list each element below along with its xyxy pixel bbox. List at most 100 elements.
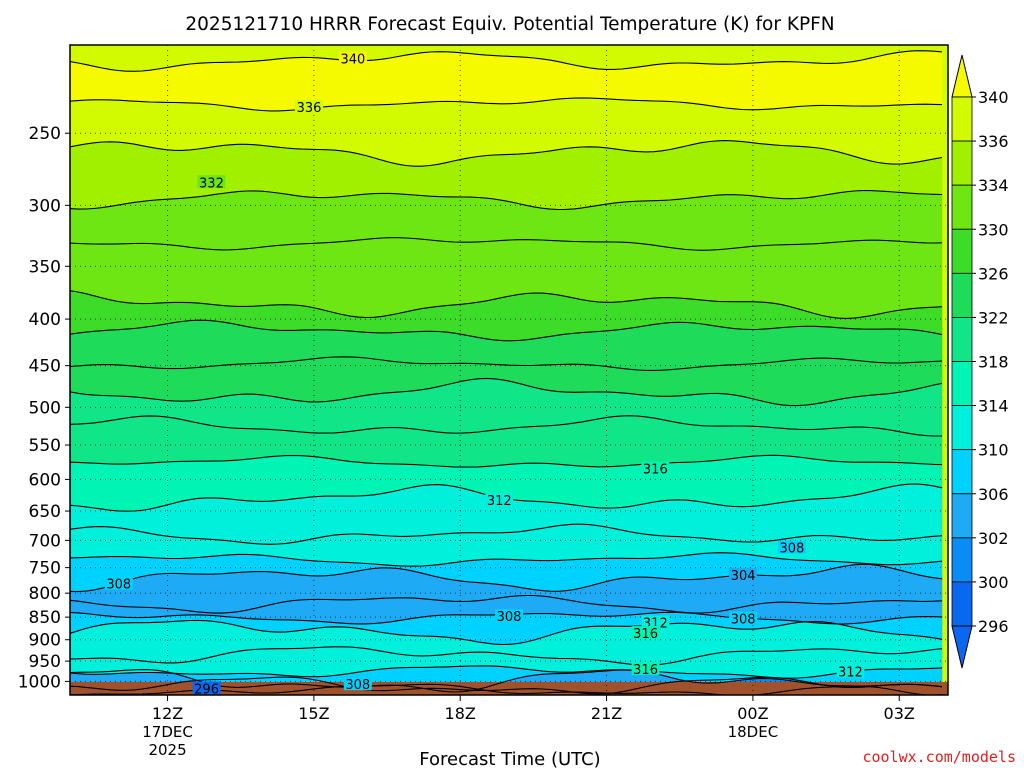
y-tick-label-450: 450 bbox=[29, 357, 61, 377]
contour-label-bg bbox=[729, 611, 758, 625]
colorbar-label-334: 334 bbox=[978, 176, 1009, 195]
contour-label-308: 308 bbox=[731, 613, 756, 628]
chart-title: 2025121710 HRRR Forecast Equiv. Potentia… bbox=[185, 14, 834, 35]
contour-line-318K bbox=[70, 415, 942, 437]
contour-line-310K bbox=[70, 523, 943, 545]
contour-label-bg bbox=[338, 51, 367, 65]
colorbar-label-314: 314 bbox=[978, 397, 1009, 416]
x-date-label-18DEC: 18DEC bbox=[728, 723, 779, 741]
contour-line-340K bbox=[70, 50, 943, 72]
colorbar-label-300: 300 bbox=[978, 573, 1009, 592]
contour-line-308K bbox=[70, 665, 943, 679]
contour-line-316K bbox=[70, 454, 943, 468]
x-tick-label-18Z: 18Z bbox=[445, 704, 476, 723]
contour-label-296: 296 bbox=[194, 682, 219, 697]
y-tick-label-1000: 1000 bbox=[18, 672, 61, 692]
y-tick-label-900: 900 bbox=[29, 631, 61, 651]
contour-label-bg bbox=[777, 540, 806, 554]
contour-line-332K bbox=[70, 190, 943, 211]
contour-line-334K bbox=[70, 140, 943, 167]
colorbar-label-302: 302 bbox=[978, 529, 1009, 548]
contour-line-326K bbox=[70, 290, 943, 319]
colorbar-segment bbox=[951, 317, 973, 362]
contour-line-324K bbox=[70, 319, 943, 342]
contour-line-312K bbox=[70, 646, 943, 666]
contour-label-308: 308 bbox=[345, 678, 370, 693]
contour-label-312: 312 bbox=[838, 665, 863, 680]
contour-label-304: 304 bbox=[731, 569, 756, 584]
colorbar-label-296: 296 bbox=[978, 617, 1009, 636]
x-tick-label-03Z: 03Z bbox=[884, 704, 915, 723]
contour-line-336K bbox=[70, 97, 943, 112]
contour-label-bg bbox=[104, 576, 133, 590]
site-credit: coolwx.com/models bbox=[862, 748, 1016, 766]
y-tick-label-300: 300 bbox=[29, 196, 61, 216]
contour-label-308: 308 bbox=[106, 578, 131, 593]
contour-label-308: 308 bbox=[779, 542, 804, 557]
colorbar-label-322: 322 bbox=[978, 308, 1009, 327]
contour-label-336: 336 bbox=[297, 101, 322, 116]
y-tick-label-250: 250 bbox=[29, 124, 61, 144]
contour-line-304K bbox=[70, 563, 943, 593]
contour-label-316: 316 bbox=[633, 663, 658, 678]
contour-label-bg bbox=[641, 461, 670, 475]
x-tick-label-21Z: 21Z bbox=[591, 704, 622, 723]
pressure-axis: 250 300 350 400 450 500 550 600 650 700 750 800 850 9… bbox=[18, 124, 70, 692]
contour-label-332: 332 bbox=[199, 176, 224, 191]
colorbar: 340 336 334 330 326 322 318 314 310 306 302 300 296 bbox=[951, 54, 1009, 669]
colorbar-segment bbox=[951, 449, 973, 495]
contour-label-bg bbox=[343, 677, 372, 691]
contour-label-bg bbox=[631, 626, 660, 640]
contour-label-316: 316 bbox=[643, 463, 668, 478]
x-tick-label-00Z: 00Z bbox=[737, 704, 768, 723]
x-axis-label: Forecast Time (UTC) bbox=[419, 749, 600, 768]
colorbar-segment bbox=[951, 405, 973, 451]
colorbar-segment bbox=[951, 361, 973, 406]
x-tick-label-15Z: 15Z bbox=[298, 704, 329, 723]
colorbar-label-310: 310 bbox=[978, 441, 1009, 460]
y-tick-label-400: 400 bbox=[29, 310, 61, 330]
y-tick-label-800: 800 bbox=[29, 584, 61, 604]
y-tick-label-650: 650 bbox=[29, 502, 61, 522]
colorbar-segment bbox=[951, 96, 973, 142]
colorbar-label-306: 306 bbox=[978, 485, 1009, 504]
contour-label-bg bbox=[485, 492, 514, 506]
contour-label-340: 340 bbox=[340, 53, 365, 68]
colorbar-segment bbox=[951, 581, 973, 627]
x-date-label-17DEC: 17DEC bbox=[142, 723, 193, 741]
y-tick-label-950: 950 bbox=[29, 652, 61, 672]
colorbar-label-340: 340 bbox=[978, 88, 1009, 107]
y-tick-label-550: 550 bbox=[29, 436, 61, 456]
colorbar-segment bbox=[951, 228, 973, 274]
y-tick-label-500: 500 bbox=[29, 398, 61, 418]
colorbar-segment bbox=[951, 493, 973, 539]
y-tick-label-850: 850 bbox=[29, 608, 61, 628]
colorbar-bottom-arrow bbox=[951, 625, 973, 669]
x-year-label: 2025 bbox=[148, 741, 186, 759]
x-tick-label-12Z: 12Z bbox=[152, 704, 183, 723]
contour-line-302K bbox=[70, 594, 943, 614]
y-tick-label-600: 600 bbox=[29, 470, 61, 490]
contour-line-320K bbox=[70, 377, 943, 407]
filled-contour-bands bbox=[70, 45, 948, 695]
contour-line-308K bbox=[70, 552, 943, 567]
contour-value-labels: 340 336 332 316 312 308 304 308 308 312 308 316 316 3… bbox=[104, 51, 865, 697]
contour-line-310K bbox=[70, 619, 943, 646]
y-tick-label-750: 750 bbox=[29, 559, 61, 579]
colorbar-segment bbox=[951, 184, 973, 230]
contour-label-308: 308 bbox=[497, 610, 522, 625]
dotted-gridlines bbox=[70, 45, 948, 695]
contour-label-316: 316 bbox=[633, 627, 658, 642]
contour-label-bg bbox=[641, 615, 670, 629]
colorbar-label-336: 336 bbox=[978, 132, 1009, 151]
colorbar-segment bbox=[951, 272, 973, 318]
contour-label-bg bbox=[729, 567, 758, 581]
y-tick-label-350: 350 bbox=[29, 257, 61, 277]
contour-label-bg bbox=[295, 100, 324, 114]
contour-label-312: 312 bbox=[487, 494, 512, 509]
colorbar-top-arrow bbox=[951, 54, 973, 98]
contour-line-330K bbox=[70, 237, 943, 251]
plot-frame bbox=[69, 44, 949, 696]
colorbar-label-330: 330 bbox=[978, 220, 1009, 239]
